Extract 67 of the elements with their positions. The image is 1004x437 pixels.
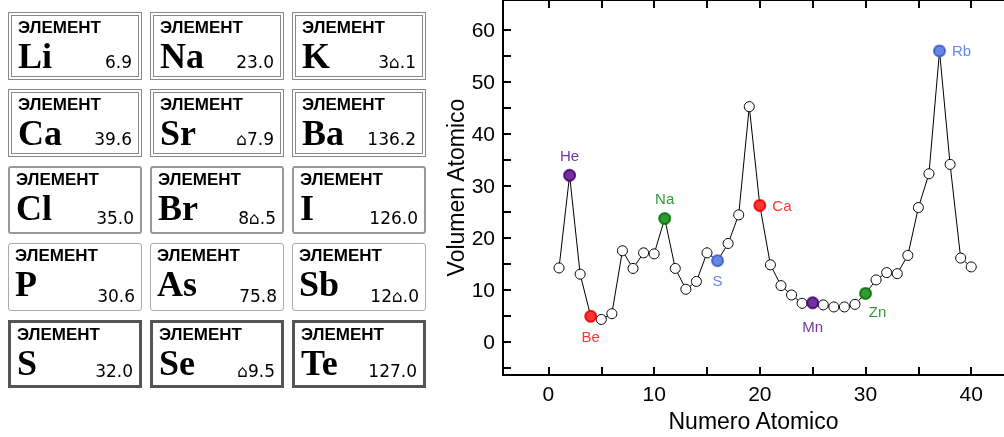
- text: ЭЛЕМЕНТ: [302, 95, 385, 115]
- text: 127.0: [368, 361, 417, 381]
- text: 136.2: [367, 129, 416, 149]
- x-tick-label: 0: [542, 382, 555, 406]
- text: Sb: [299, 263, 340, 306]
- text: ЭЛЕМЕНТ: [301, 325, 384, 345]
- annotation: S: [712, 272, 723, 290]
- text: 39.6: [94, 129, 132, 149]
- annotation: Zn: [868, 302, 887, 320]
- text: ЭЛЕМЕНТ: [16, 170, 99, 190]
- text: ЭЛЕМЕНТ: [302, 18, 385, 38]
- text: 75.8: [239, 286, 277, 306]
- text: Cl: [16, 187, 52, 230]
- y-tick-label: 10: [471, 278, 495, 302]
- text: I: [300, 187, 315, 230]
- text: ЭЛЕМЕНТ: [17, 325, 100, 345]
- text: Ca: [18, 112, 62, 155]
- text: Sr: [160, 112, 196, 155]
- text: Ba: [302, 112, 345, 155]
- text: 126.0: [369, 208, 418, 228]
- text: ЭЛЕМЕНТ: [18, 95, 101, 115]
- text: Na: [160, 35, 204, 78]
- y-tick-label: 30: [471, 174, 495, 198]
- text: Br: [158, 187, 198, 230]
- text: ЭЛЕМЕНТ: [299, 246, 382, 266]
- text: 12⌂.0: [370, 286, 419, 306]
- annotation: He: [559, 146, 580, 164]
- text: Li: [18, 35, 53, 78]
- annotation: Ca: [772, 197, 793, 214]
- text: As: [157, 263, 198, 306]
- text: ЭЛЕМЕНТ: [158, 170, 241, 190]
- text: 3⌂.1: [378, 52, 416, 72]
- annotation: Rb: [952, 42, 972, 60]
- y-tick-label: 0: [483, 330, 495, 354]
- text: 32.0: [95, 361, 133, 381]
- x-tick-label: 10: [642, 382, 666, 406]
- x-tick-label: 40: [959, 382, 983, 406]
- text: ЭЛЕМЕНТ: [300, 170, 383, 190]
- text: ⌂9.5: [237, 361, 275, 381]
- text: ⌂7.9: [236, 129, 274, 149]
- text: ЭЛЕМЕНТ: [18, 18, 101, 38]
- text: K: [302, 35, 331, 78]
- text: P: [15, 263, 37, 306]
- text: 30.6: [97, 286, 135, 306]
- text: ЭЛЕМЕНТ: [15, 246, 98, 266]
- annotation: Na: [655, 190, 675, 207]
- text: ЭЛЕМЕНТ: [160, 95, 243, 115]
- text: 6.9: [104, 52, 132, 72]
- text: Te: [301, 342, 338, 385]
- y-tick-label: 60: [471, 18, 495, 42]
- x-tick-label: 20: [748, 382, 772, 406]
- text: ЭЛЕМЕНТ: [157, 246, 240, 266]
- text: ЭЛЕМЕНТ: [160, 18, 243, 38]
- text: S: [17, 342, 38, 385]
- x-axis-title: Numero Atomico: [668, 407, 839, 434]
- y-tick-label: 20: [471, 226, 495, 250]
- text: 23.0: [236, 52, 274, 72]
- text: Se: [159, 342, 195, 385]
- annotation: Mn: [802, 318, 824, 336]
- text: 35.0: [96, 208, 134, 228]
- y-tick-label: 40: [471, 122, 495, 146]
- y-axis-title: Volumen Atomico: [442, 98, 469, 277]
- annotation: Be: [581, 327, 600, 345]
- text: 8⌂.5: [238, 208, 276, 228]
- x-tick-label: 30: [853, 382, 878, 406]
- y-tick-label: 50: [471, 70, 495, 94]
- text: ЭЛЕМЕНТ: [159, 325, 242, 345]
